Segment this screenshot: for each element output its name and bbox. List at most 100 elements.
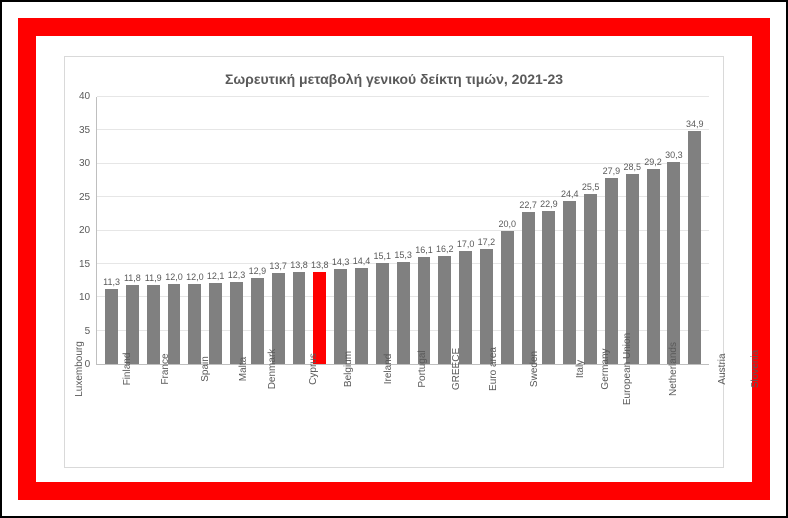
bar <box>563 201 576 364</box>
chart-title: Σωρευτική μεταβολή γενικού δείκτη τιμών,… <box>79 71 709 87</box>
x-axis: LuxembourgFinlandFranceSpainMaltaDenmark… <box>79 365 788 461</box>
bar <box>188 284 201 364</box>
bar-col: 27,9 <box>601 97 622 364</box>
bar-col: 28,5 <box>622 97 643 364</box>
outer-frame: Σωρευτική μεταβολή γενικού δείκτη τιμών,… <box>0 0 788 518</box>
bar-col: 12,1 <box>205 97 226 364</box>
x-label: France <box>157 369 194 461</box>
bar-col: 12,0 <box>184 97 205 364</box>
bar-value-label: 29,2 <box>644 157 662 167</box>
x-label: Germany <box>602 369 639 461</box>
bar <box>230 282 243 364</box>
bar-col: 14,3 <box>330 97 351 364</box>
bar-value-label: 15,3 <box>394 250 412 260</box>
x-label: Euro area <box>491 369 528 461</box>
bar <box>168 284 181 364</box>
bar-value-label: 15,1 <box>374 251 392 261</box>
bar-col: 29,2 <box>643 97 664 364</box>
bar-col: 12,9 <box>247 97 268 364</box>
bar-value-label: 11,3 <box>103 277 120 287</box>
bar-value-label: 27,9 <box>603 166 621 176</box>
bar <box>542 211 555 364</box>
x-label: Belgium <box>343 369 380 461</box>
bar <box>334 269 347 364</box>
bar-col: 25,5 <box>580 97 601 364</box>
bar-value-label: 20,0 <box>499 219 517 229</box>
x-label: Sweden <box>528 369 565 461</box>
bar <box>105 289 118 364</box>
chart-panel: Σωρευτική μεταβολή γενικού δείκτη τιμών,… <box>64 56 724 468</box>
bar-col: 11,9 <box>143 97 164 364</box>
bar-value-label: 13,8 <box>311 260 329 270</box>
bar <box>355 268 368 364</box>
bar-value-label: 13,8 <box>290 260 308 270</box>
bar-value-label: 11,8 <box>124 273 141 283</box>
bar-value-label: 12,9 <box>249 266 267 276</box>
red-border-frame: Σωρευτική μεταβολή γενικού δείκτη τιμών,… <box>18 18 770 500</box>
x-label: Slovenia <box>751 369 788 461</box>
bar <box>293 272 306 364</box>
bar-value-label: 11,9 <box>145 273 162 283</box>
bar-col: 11,3 <box>101 97 122 364</box>
bar <box>438 256 451 364</box>
x-label: Cyprus <box>306 369 343 461</box>
bar-value-label: 17,0 <box>457 239 475 249</box>
bar-value-label: 16,1 <box>415 245 433 255</box>
bar <box>147 285 160 364</box>
bar <box>584 194 597 364</box>
bar-value-label: 34,9 <box>686 119 704 129</box>
bar-col: 15,3 <box>393 97 414 364</box>
bar-value-label: 12,0 <box>186 272 204 282</box>
bar-value-label: 12,0 <box>165 272 183 282</box>
bar-col: 11,8 <box>122 97 143 364</box>
bar-col: 22,7 <box>518 97 539 364</box>
bar-col: 13,8 <box>309 97 330 364</box>
x-label: Netherlands <box>677 369 714 461</box>
bar <box>251 278 264 364</box>
x-label: Ireland <box>380 369 417 461</box>
bar <box>688 131 701 364</box>
bar-value-label: 17,2 <box>478 237 496 247</box>
bar-col: 16,1 <box>414 97 435 364</box>
bar-value-label: 25,5 <box>582 182 600 192</box>
bar-col: 12,0 <box>164 97 185 364</box>
x-label: Austria <box>714 369 751 461</box>
x-label: Finland <box>120 369 157 461</box>
bar-col: 13,7 <box>268 97 289 364</box>
x-label: Italy <box>565 369 602 461</box>
bar <box>397 262 410 364</box>
bar-value-label: 14,3 <box>332 257 350 267</box>
bar <box>418 257 431 364</box>
bar-col: 17,2 <box>476 97 497 364</box>
bar-value-label: 12,1 <box>207 271 225 281</box>
bar <box>647 169 660 364</box>
bar <box>376 263 389 364</box>
bar-highlight <box>313 272 326 364</box>
x-label: Portugal <box>417 369 454 461</box>
bar-col: 34,9 <box>684 97 705 364</box>
bar-col: 30,3 <box>663 97 684 364</box>
bar-value-label: 13,7 <box>269 261 287 271</box>
plot-area: 11,311,811,912,012,012,112,312,913,713,8… <box>96 97 709 365</box>
x-label: Luxembourg <box>83 369 120 461</box>
x-label: GREECE <box>454 369 491 461</box>
x-label: Spain <box>194 369 231 461</box>
bar-value-label: 28,5 <box>623 162 641 172</box>
bar <box>209 283 222 364</box>
bar <box>667 162 680 364</box>
bar-col: 22,9 <box>539 97 560 364</box>
bar-value-label: 16,2 <box>436 244 454 254</box>
x-label: Denmark <box>268 369 305 461</box>
bar-col: 20,0 <box>497 97 518 364</box>
bar-value-label: 30,3 <box>665 150 683 160</box>
bar-value-label: 24,4 <box>561 189 579 199</box>
x-axis-wrapper: LuxembourgFinlandFranceSpainMaltaDenmark… <box>79 365 709 461</box>
bar <box>522 212 535 364</box>
bar-col: 13,8 <box>289 97 310 364</box>
bar-col: 24,4 <box>559 97 580 364</box>
y-axis: 4035302520151050 <box>79 97 96 365</box>
plot-wrapper: 4035302520151050 11,311,811,912,012,012,… <box>79 97 709 365</box>
bar <box>501 231 514 365</box>
x-label: Malta <box>231 369 268 461</box>
bar-col: 12,3 <box>226 97 247 364</box>
